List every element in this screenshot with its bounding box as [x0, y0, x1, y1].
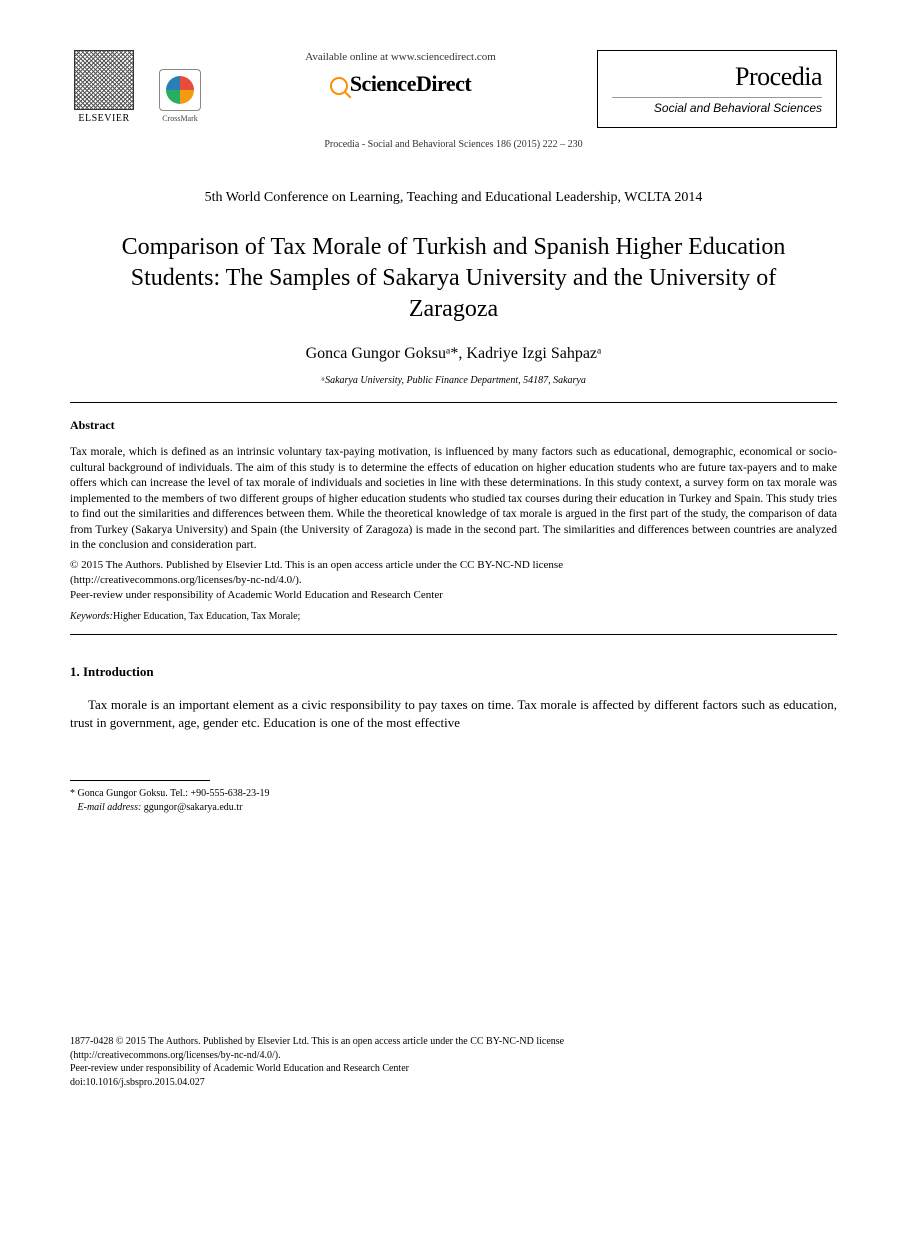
- email-label: E-mail address:: [78, 802, 142, 813]
- sciencedirect-label: ScienceDirect: [350, 71, 471, 96]
- license-block: © 2015 The Authors. Published by Elsevie…: [70, 558, 837, 603]
- footer-block: 1877-0428 © 2015 The Authors. Published …: [70, 1035, 837, 1089]
- available-online-text: Available online at www.sciencedirect.co…: [216, 50, 585, 65]
- authors-line: Gonca Gungor Goksuᵃ*, Kadriye Izgi Sahpa…: [70, 343, 837, 365]
- peer-review-line: Peer-review under responsibility of Acad…: [70, 589, 443, 601]
- article-title: Comparison of Tax Morale of Turkish and …: [70, 232, 837, 326]
- abstract-heading: Abstract: [70, 417, 837, 434]
- elsevier-tree-icon: [74, 50, 134, 110]
- rule-top: [70, 402, 837, 403]
- procedia-subtitle: Social and Behavioral Sciences: [612, 97, 822, 117]
- conference-line: 5th World Conference on Learning, Teachi…: [70, 188, 837, 208]
- crossmark-badge[interactable]: CrossMark: [156, 69, 204, 124]
- left-logos: ELSEVIER CrossMark: [70, 50, 204, 130]
- elsevier-logo: ELSEVIER: [70, 50, 138, 130]
- keywords-label: Keywords:: [70, 611, 113, 622]
- center-header: Available online at www.sciencedirect.co…: [204, 50, 597, 100]
- lens-icon: [330, 77, 348, 95]
- email-address[interactable]: ggungor@sakarya.edu.tr: [144, 802, 243, 813]
- crossmark-circle-icon: [166, 76, 194, 104]
- sciencedirect-logo: ScienceDirect: [216, 69, 585, 100]
- elsevier-label: ELSEVIER: [78, 112, 129, 126]
- rule-bottom: [70, 634, 837, 635]
- affiliation-line: ᵃSakarya University, Public Finance Depa…: [70, 374, 837, 388]
- footer-license-link[interactable]: (http://creativecommons.org/licenses/by-…: [70, 1049, 837, 1063]
- abstract-body: Tax morale, which is defined as an intri…: [70, 445, 837, 554]
- corresponding-author: * Gonca Gungor Goksu. Tel.: +90-555-638-…: [70, 787, 837, 801]
- citation-line: Procedia - Social and Behavioral Science…: [70, 138, 837, 152]
- crossmark-label: CrossMark: [162, 113, 198, 124]
- license-link[interactable]: (http://creativecommons.org/licenses/by-…: [70, 574, 302, 586]
- license-line1: © 2015 The Authors. Published by Elsevie…: [70, 559, 563, 571]
- footnote-block: * Gonca Gungor Goksu. Tel.: +90-555-638-…: [70, 787, 837, 815]
- section-1-body: Tax morale is an important element as a …: [70, 696, 837, 732]
- footer-peer-review: Peer-review under responsibility of Acad…: [70, 1062, 837, 1076]
- journal-box: Procedia Social and Behavioral Sciences: [597, 50, 837, 128]
- keywords-line: Keywords:Higher Education, Tax Education…: [70, 610, 837, 624]
- footnote-rule: [70, 780, 210, 781]
- footer-doi: doi:10.1016/j.sbspro.2015.04.027: [70, 1076, 837, 1090]
- section-1-heading: 1. Introduction: [70, 663, 837, 681]
- footer-issn-line: 1877-0428 © 2015 The Authors. Published …: [70, 1035, 837, 1049]
- header-row: ELSEVIER CrossMark Available online at w…: [70, 50, 837, 130]
- keywords-text: Higher Education, Tax Education, Tax Mor…: [113, 611, 300, 622]
- procedia-title: Procedia: [612, 59, 822, 95]
- crossmark-icon: [159, 69, 201, 111]
